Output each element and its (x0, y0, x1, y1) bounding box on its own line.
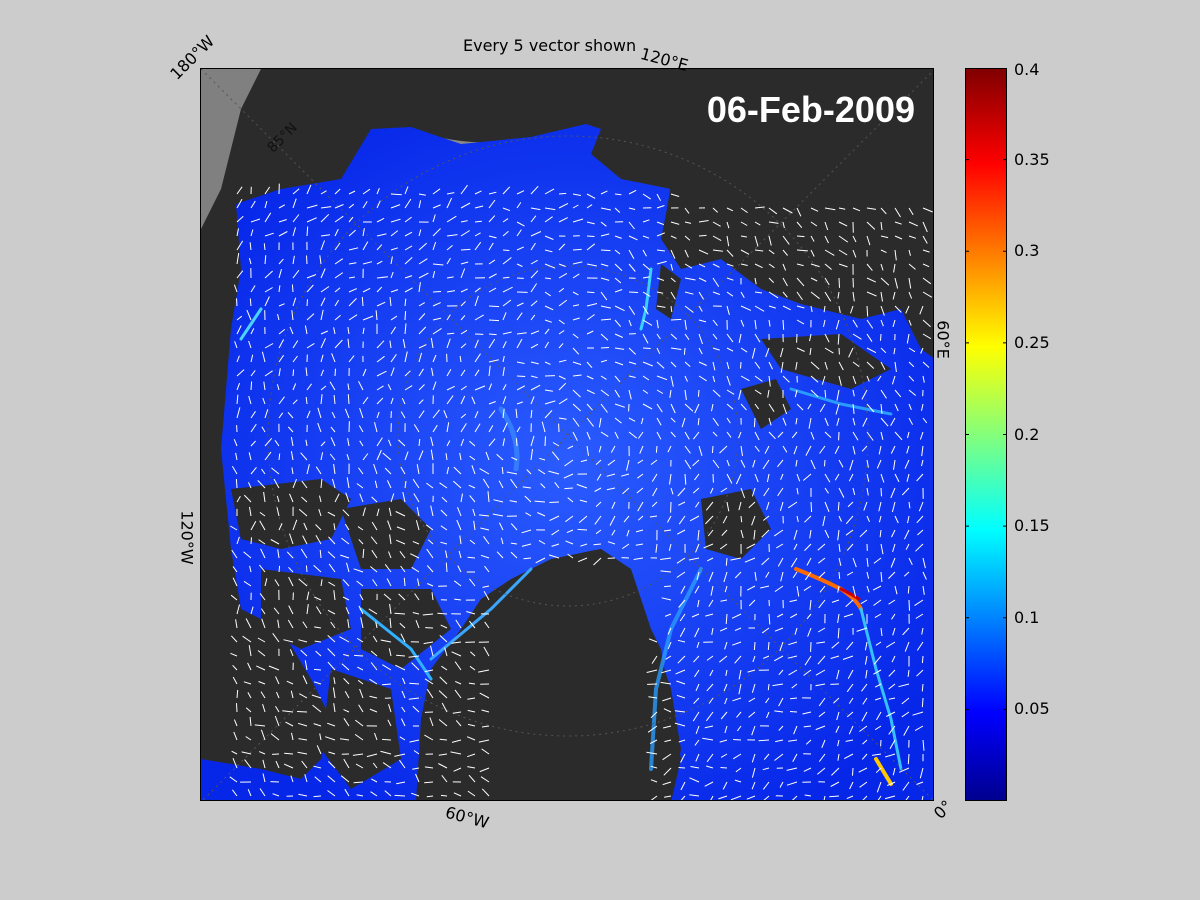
lon-label-60e: 60°E (933, 320, 953, 359)
colorbar-tick-label: 0.35 (1014, 149, 1050, 169)
colorbar-tick-label: 0.4 (1014, 60, 1040, 79)
outside-projection (201, 69, 261, 229)
colorbar-tick-label: 0.2 (1014, 424, 1040, 444)
eurasian-islands (656, 264, 891, 559)
drift-vectors (229, 183, 933, 800)
ice-drift-map: 06-Feb-2009 (200, 68, 934, 801)
colorbar (965, 68, 1007, 801)
lon-label-60w: 60°W (443, 802, 491, 833)
greenland-landmass (486, 549, 681, 800)
colorbar-ticks (965, 68, 1007, 710)
colorbar-tick-label: 0.1 (1014, 607, 1040, 627)
map-title: Every 5 vector shown (463, 36, 637, 55)
colorbar-tick-label: 0.3 (1014, 241, 1040, 261)
date-label: 06-Feb-2009 (706, 89, 915, 130)
graticule (201, 69, 933, 800)
lon-label-120w: 120°W (177, 510, 197, 565)
map-canvas (201, 69, 933, 800)
colorbar-tick-label: 0.25 (1014, 332, 1050, 352)
siberia-landmass (411, 69, 933, 319)
colorbar-tick-label: 0.05 (1014, 699, 1050, 719)
colorbar-tick-label: 0.15 (1014, 516, 1050, 536)
